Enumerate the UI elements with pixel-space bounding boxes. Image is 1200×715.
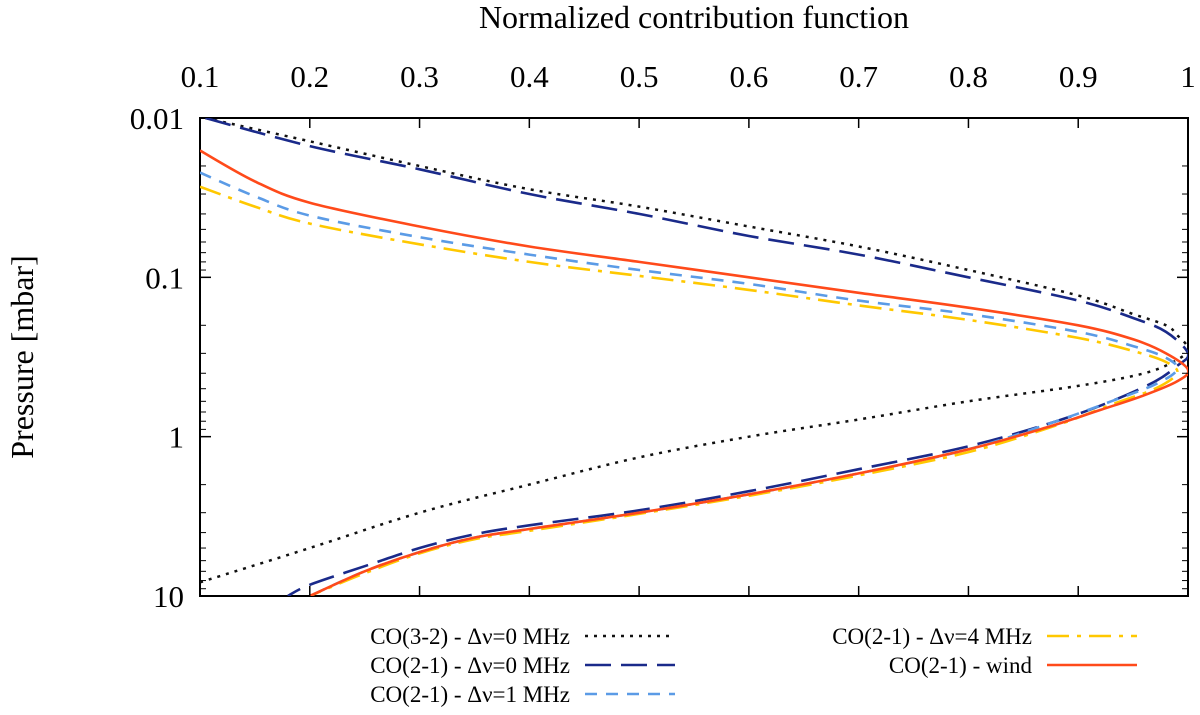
y-axis-title: Pressure [mbar] <box>4 255 40 458</box>
legend-entry-co21-dv1: CO(2-1) - Δν=1 MHz <box>370 682 675 707</box>
x-tick-label: 0.9 <box>1059 59 1098 94</box>
x-tick-label: 0.6 <box>730 59 769 94</box>
x-axis-title: Normalized contribution function <box>479 0 909 35</box>
x-tick-label: 0.2 <box>290 59 329 94</box>
x-tick-label: 0.8 <box>949 59 988 94</box>
legend-entry-co21-wind: CO(2-1) - wind <box>889 653 1137 678</box>
legend-label-co21-wind: CO(2-1) - wind <box>889 653 1033 678</box>
y-tick-label: 10 <box>153 579 184 614</box>
legend-entry-co21-dv0: CO(2-1) - Δν=0 MHz <box>370 653 675 678</box>
series-line-co-3-2-0-mhz <box>200 118 1188 584</box>
x-tick-label: 0.5 <box>620 59 659 94</box>
y-tick-label: 0.01 <box>130 101 184 136</box>
x-tick-label: 0.3 <box>400 59 439 94</box>
legend-label-co21-dv1: CO(2-1) - Δν=1 MHz <box>370 682 570 707</box>
x-ticks: 0.1 0.2 0.3 0.4 0.5 0.6 0.7 0.8 0.9 1 <box>181 59 1196 596</box>
series-line-co-2-1-4-mhz <box>200 185 1179 596</box>
x-tick-label: 1 <box>1180 59 1196 94</box>
legend: CO(3-2) - Δν=0 MHz CO(2-1) - Δν=0 MHz CO… <box>370 624 1137 707</box>
series-line-co-2-1-wind <box>200 149 1188 596</box>
x-tick-label: 0.1 <box>181 59 220 94</box>
x-tick-label: 0.4 <box>510 59 549 94</box>
legend-entry-co32-dv0: CO(3-2) - Δν=0 MHz <box>370 624 675 649</box>
legend-entry-co21-dv4: CO(2-1) - Δν=4 MHz <box>832 624 1137 649</box>
plot-area <box>199 117 1189 597</box>
y-tick-label: 1 <box>169 420 185 455</box>
series-group <box>200 118 1188 596</box>
y-tick-label: 0.1 <box>145 260 184 295</box>
series-line-co-2-1-0-mhz <box>205 118 1188 596</box>
plot-frame <box>199 117 1189 597</box>
y-ticks: 0.01 0.1 1 10 <box>130 101 1188 614</box>
legend-label-co21-dv4: CO(2-1) - Δν=4 MHz <box>832 624 1032 649</box>
series-line-co-2-1-1-mhz <box>200 171 1179 596</box>
x-tick-label: 0.7 <box>839 59 878 94</box>
legend-label-co21-dv0: CO(2-1) - Δν=0 MHz <box>370 653 570 678</box>
legend-label-co32-dv0: CO(3-2) - Δν=0 MHz <box>370 624 570 649</box>
